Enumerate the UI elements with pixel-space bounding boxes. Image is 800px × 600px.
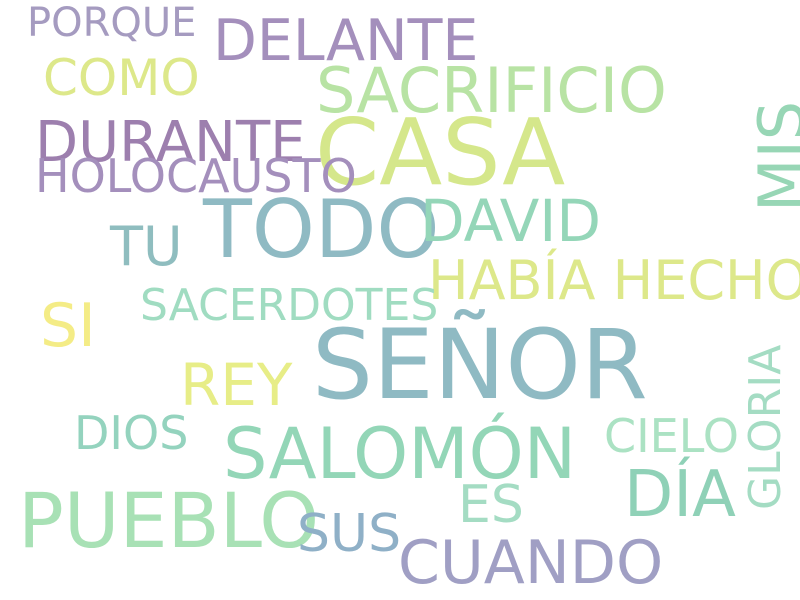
word-sacerdotes: SACERDOTES — [140, 280, 439, 331]
word-senor: SEÑOR — [312, 309, 648, 421]
word-casa: CASA — [315, 99, 566, 206]
word-sus: SUS — [297, 504, 402, 564]
word-rey: REY — [180, 351, 293, 419]
word-holocausto: HOLOCAUSTO — [35, 149, 357, 203]
word-salomon: SALOMÓN — [223, 413, 577, 495]
word-tu: TU — [110, 215, 183, 278]
word-pueblo: PUEBLO — [18, 476, 320, 565]
word-delante: DELANTE — [213, 8, 479, 74]
word-habia-hecho: HABÍA HECHO — [428, 249, 800, 312]
word-como: COMO — [43, 49, 200, 107]
word-todo: TODO — [203, 183, 440, 276]
word-david: DAVID — [420, 187, 602, 255]
word-dios: DIOS — [74, 406, 189, 460]
word-porque: PORQUE — [27, 0, 197, 46]
word-cuando: CUANDO — [398, 528, 664, 598]
word-dia: DÍA — [624, 458, 736, 532]
word-gloria: GLORIA — [740, 344, 791, 510]
word-mis: MIS — [745, 100, 800, 212]
word-si: SI — [40, 291, 96, 361]
word-cielo: CIELO — [604, 409, 739, 463]
word-sacrificio: SACRIFICIO — [316, 54, 667, 127]
word-durante: DURANTE — [35, 110, 306, 175]
word-es: ES — [458, 475, 524, 535]
